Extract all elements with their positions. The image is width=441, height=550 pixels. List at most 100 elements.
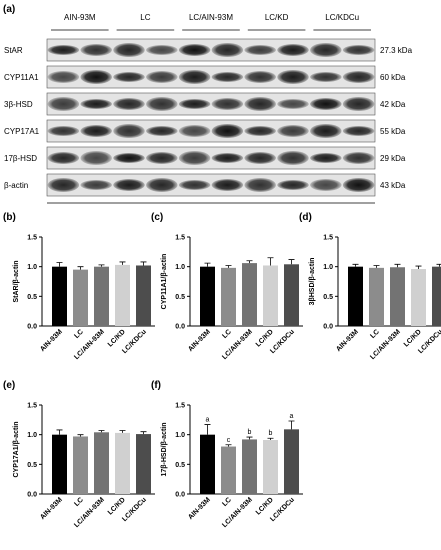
blot-band bbox=[80, 44, 112, 56]
blot-band bbox=[146, 178, 178, 192]
panel-label: (c) bbox=[151, 212, 163, 223]
blot-band bbox=[80, 99, 112, 109]
error-bar bbox=[56, 262, 63, 267]
blot-band bbox=[211, 43, 244, 57]
group-label: LC/KDCu bbox=[325, 13, 359, 22]
bar bbox=[284, 429, 299, 494]
y-tick-label: 1.5 bbox=[27, 403, 37, 410]
y-tick-label: 0.5 bbox=[175, 462, 185, 469]
group-label: LC/KD bbox=[265, 13, 289, 22]
x-tick-label: LC bbox=[73, 328, 85, 340]
error-bar bbox=[204, 262, 211, 267]
protein-label: 3β-HSD bbox=[4, 100, 33, 109]
panel-label: (a) bbox=[3, 4, 15, 15]
blot-band bbox=[342, 152, 375, 164]
y-tick-label: 0.0 bbox=[27, 492, 37, 499]
y-axis-title: 17β-HSD/β-actin bbox=[161, 422, 168, 476]
blot-band bbox=[113, 124, 145, 138]
x-tick-label: LC/KD bbox=[403, 328, 423, 348]
error-bar bbox=[140, 431, 147, 435]
y-tick-label: 1.5 bbox=[175, 403, 185, 410]
error-bar bbox=[77, 434, 84, 437]
bar bbox=[284, 264, 299, 326]
panel-label: (e) bbox=[3, 380, 15, 391]
bar bbox=[115, 264, 130, 326]
bar bbox=[52, 266, 67, 326]
bar bbox=[432, 266, 441, 326]
x-tick-label: LC bbox=[369, 328, 381, 340]
error-bar bbox=[119, 261, 126, 265]
blot-band bbox=[342, 126, 375, 136]
bar bbox=[263, 265, 278, 326]
blot-band bbox=[277, 44, 309, 56]
error-bar bbox=[225, 444, 232, 447]
blot-band bbox=[113, 179, 145, 191]
y-tick-label: 0.0 bbox=[27, 324, 37, 331]
bar bbox=[136, 434, 151, 494]
blot-band bbox=[211, 98, 244, 110]
x-tick-label: AIN-93M bbox=[335, 328, 360, 353]
blot-band bbox=[310, 98, 342, 110]
panel-label: (f) bbox=[151, 380, 161, 391]
protein-label: 17β-HSD bbox=[4, 154, 37, 163]
blot-band bbox=[342, 45, 375, 55]
y-tick-label: 1.0 bbox=[175, 264, 185, 271]
size-label: 55 kDa bbox=[380, 127, 406, 136]
bar bbox=[94, 266, 109, 326]
y-axis-title: CYP17A1/β-actin bbox=[13, 421, 20, 477]
bar bbox=[242, 263, 257, 326]
bar bbox=[73, 436, 88, 494]
y-tick-label: 0.5 bbox=[323, 294, 333, 301]
blot-band bbox=[47, 45, 80, 55]
error-bar bbox=[352, 263, 359, 267]
blot-band bbox=[310, 124, 342, 138]
blot-band bbox=[342, 97, 375, 111]
blot-band bbox=[211, 124, 244, 138]
blot-band bbox=[277, 151, 309, 165]
blot-band bbox=[178, 151, 211, 165]
bar bbox=[221, 267, 236, 326]
error-bar bbox=[77, 266, 84, 270]
bar bbox=[52, 434, 67, 494]
blot-band bbox=[146, 45, 178, 55]
y-tick-label: 0.0 bbox=[323, 324, 333, 331]
blot-band bbox=[244, 152, 276, 164]
bar bbox=[115, 432, 130, 494]
x-tick-label: AIN-93M bbox=[39, 328, 64, 353]
blot-band bbox=[211, 72, 244, 82]
error-bar bbox=[204, 424, 211, 435]
blot-band bbox=[310, 72, 342, 82]
blot-band bbox=[342, 178, 375, 192]
error-bar bbox=[267, 257, 274, 266]
blot-band bbox=[146, 126, 178, 136]
group-label: AIN-93M bbox=[64, 13, 96, 22]
blot-band bbox=[47, 97, 80, 111]
significance-label: b bbox=[269, 430, 273, 437]
error-bar bbox=[246, 436, 253, 440]
x-tick-label: LC/KD bbox=[255, 328, 275, 348]
blot-band bbox=[277, 70, 309, 84]
blot-band bbox=[113, 43, 145, 57]
error-bar bbox=[246, 260, 253, 264]
y-tick-label: 0.0 bbox=[175, 492, 185, 499]
error-bar bbox=[373, 265, 380, 268]
blot-band bbox=[211, 179, 244, 191]
x-tick-label: LC/KD bbox=[107, 496, 127, 516]
blot-band bbox=[146, 97, 178, 111]
x-tick-label: LC bbox=[221, 328, 233, 340]
blot-band bbox=[342, 71, 375, 83]
significance-label: a bbox=[206, 417, 210, 424]
blot-band bbox=[277, 99, 309, 109]
blot-band bbox=[80, 70, 112, 84]
y-tick-label: 1.0 bbox=[175, 432, 185, 439]
y-tick-label: 1.0 bbox=[27, 432, 37, 439]
size-label: 29 kDa bbox=[380, 154, 406, 163]
bar bbox=[390, 267, 405, 326]
bar bbox=[263, 440, 278, 494]
blot-band bbox=[113, 153, 145, 163]
bar bbox=[136, 265, 151, 326]
size-label: 60 kDa bbox=[380, 73, 406, 82]
error-bar bbox=[415, 265, 422, 270]
y-tick-label: 1.0 bbox=[323, 264, 333, 271]
blot-band bbox=[47, 178, 80, 192]
